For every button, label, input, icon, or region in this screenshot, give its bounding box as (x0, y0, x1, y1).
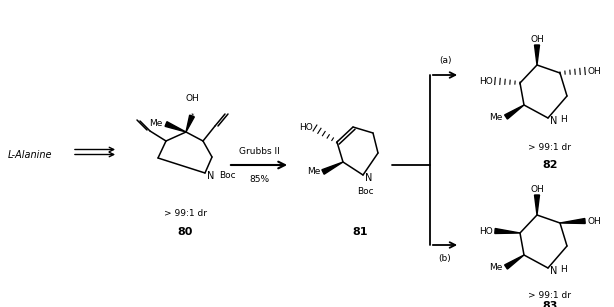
Text: Me: Me (489, 262, 503, 271)
Text: OH: OH (587, 67, 600, 76)
Text: 81: 81 (352, 227, 368, 237)
Text: H: H (560, 115, 567, 124)
Text: 83: 83 (542, 301, 558, 307)
Text: N: N (365, 173, 372, 183)
Text: (a): (a) (439, 56, 451, 65)
Polygon shape (535, 45, 540, 65)
Text: 85%: 85% (249, 176, 269, 185)
Polygon shape (495, 228, 520, 234)
Text: HO: HO (299, 123, 313, 133)
Polygon shape (535, 195, 540, 215)
Text: *: * (192, 113, 195, 119)
Text: L-Alanine: L-Alanine (8, 150, 53, 160)
Text: 80: 80 (177, 227, 193, 237)
Text: N: N (550, 116, 558, 126)
Polygon shape (322, 162, 343, 174)
Polygon shape (560, 219, 585, 223)
Text: N: N (207, 171, 214, 181)
Text: Me: Me (489, 112, 503, 122)
Text: OH: OH (185, 94, 199, 103)
Text: Boc: Boc (357, 187, 373, 196)
Text: OH: OH (530, 35, 544, 44)
Polygon shape (186, 115, 195, 132)
Text: Me: Me (306, 168, 320, 177)
Polygon shape (505, 105, 524, 119)
Text: Boc: Boc (219, 171, 236, 180)
Text: 82: 82 (542, 160, 558, 170)
Text: HO: HO (480, 76, 493, 86)
Text: > 99:1 dr: > 99:1 dr (163, 208, 206, 217)
Text: HO: HO (480, 227, 493, 235)
Text: OH: OH (587, 216, 600, 226)
Text: (b): (b) (438, 255, 451, 263)
Text: N: N (550, 266, 558, 276)
Text: > 99:1 dr: > 99:1 dr (529, 290, 572, 300)
Text: H: H (560, 265, 567, 274)
Polygon shape (165, 122, 186, 132)
Text: OH: OH (530, 185, 544, 194)
Text: Grubbs II: Grubbs II (239, 147, 279, 157)
Text: > 99:1 dr: > 99:1 dr (529, 143, 572, 153)
Text: Me: Me (150, 119, 163, 127)
Polygon shape (505, 255, 524, 269)
